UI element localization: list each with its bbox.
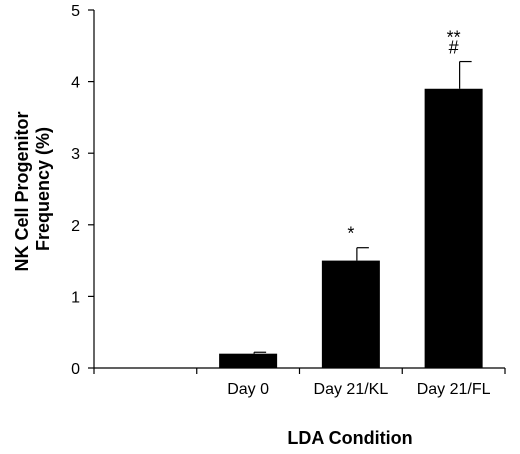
significance-marker: ** xyxy=(447,28,461,48)
y-tick-label: 3 xyxy=(71,146,80,163)
bar xyxy=(321,260,380,368)
x-tick-label: Day 21/FL xyxy=(417,381,491,398)
x-tick-label: Day 21/KL xyxy=(314,381,389,398)
x-axis-title: LDA Condition xyxy=(287,428,412,448)
bar xyxy=(219,353,278,368)
y-tick-label: 4 xyxy=(71,75,80,92)
y-axis-title-line-2: Frequency (%) xyxy=(33,127,53,251)
bars xyxy=(219,60,483,368)
bar-annotations: ***# xyxy=(347,28,460,244)
significance-marker: # xyxy=(449,38,459,58)
significance-marker: * xyxy=(347,224,354,244)
y-tick-label: 2 xyxy=(71,218,80,235)
y-axis-title-line-1: NK Cell Progenitor xyxy=(12,112,32,272)
y-axis-title: NK Cell Progenitor Frequency (%) xyxy=(12,106,53,271)
bar xyxy=(424,88,483,368)
x-tick-label: Day 0 xyxy=(227,381,269,398)
y-tick-label: 1 xyxy=(71,289,80,306)
y-ticks: 0 1 2 3 4 5 xyxy=(71,3,506,378)
x-tick-labels: Day 0 Day 21/KL Day 21/FL xyxy=(227,381,490,398)
y-tick-label: 5 xyxy=(71,3,80,20)
y-tick-label: 0 xyxy=(71,361,80,378)
